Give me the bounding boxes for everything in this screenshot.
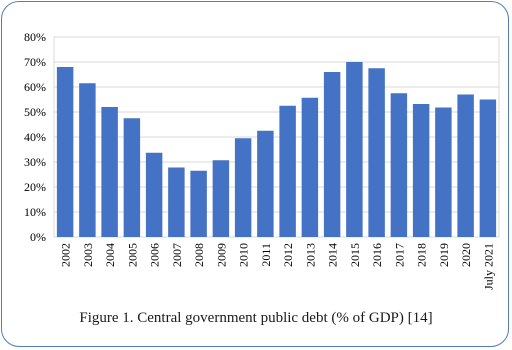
y-tick-label: 60%	[24, 80, 46, 94]
x-tick-label: 2010	[237, 243, 251, 267]
y-tick-label: 20%	[24, 180, 46, 194]
x-tick-label: 2007	[170, 243, 184, 267]
bar	[368, 68, 385, 237]
x-tick-label: 2012	[281, 243, 295, 267]
x-tick-label: 2009	[214, 243, 228, 267]
y-tick-label: 10%	[24, 205, 46, 219]
bar	[190, 170, 207, 237]
x-tick-label: 2013	[303, 243, 317, 267]
bar	[301, 97, 319, 237]
x-tick-label: 2006	[148, 243, 162, 267]
x-tick-label: 2017	[392, 243, 406, 267]
bar	[279, 105, 296, 237]
bar	[457, 94, 474, 237]
x-tick-label: 2004	[103, 243, 117, 267]
bar	[412, 104, 430, 237]
x-tick-label: 2003	[81, 243, 95, 267]
bar	[123, 118, 141, 237]
bar	[101, 107, 118, 237]
x-axis-tick-labels: 2002 2003 2004 2005 2006 2007 2008 2009 2010 2011…	[59, 243, 496, 290]
bar	[145, 152, 163, 237]
bar	[212, 160, 230, 237]
bar	[435, 107, 452, 237]
x-tick-label: 2015	[348, 243, 362, 267]
bar	[257, 130, 274, 237]
x-tick-label: 2014	[326, 243, 340, 267]
x-tick-label: July 2021	[481, 243, 495, 290]
x-tick-label: 2019	[437, 243, 451, 267]
y-tick-label: 30%	[24, 155, 46, 169]
x-tick-label: 2016	[370, 243, 384, 267]
x-tick-label: 2005	[125, 243, 139, 267]
bars	[56, 62, 497, 237]
bar	[390, 93, 408, 237]
bar	[168, 167, 185, 237]
x-tick-label: 2018	[415, 243, 429, 267]
x-tick-label: 2011	[259, 243, 273, 267]
bar	[79, 83, 96, 237]
bar	[56, 67, 74, 237]
x-tick-label: 2002	[59, 243, 73, 267]
figure-caption: Figure 1. Central government public debt…	[79, 310, 433, 326]
bar	[479, 99, 497, 237]
bar	[346, 62, 363, 237]
y-tick-label: 70%	[24, 55, 46, 69]
bar	[323, 72, 341, 237]
x-tick-label: 2008	[192, 243, 206, 267]
y-tick-label: 50%	[24, 105, 46, 119]
bar	[234, 138, 252, 237]
y-tick-label: 0%	[30, 230, 46, 244]
y-axis-tick-labels: 0% 10% 20% 30% 40% 50% 60% 70% 80%	[24, 30, 46, 244]
y-tick-label: 80%	[24, 30, 46, 44]
x-tick-label: 2020	[459, 243, 473, 267]
y-tick-label: 40%	[24, 130, 46, 144]
